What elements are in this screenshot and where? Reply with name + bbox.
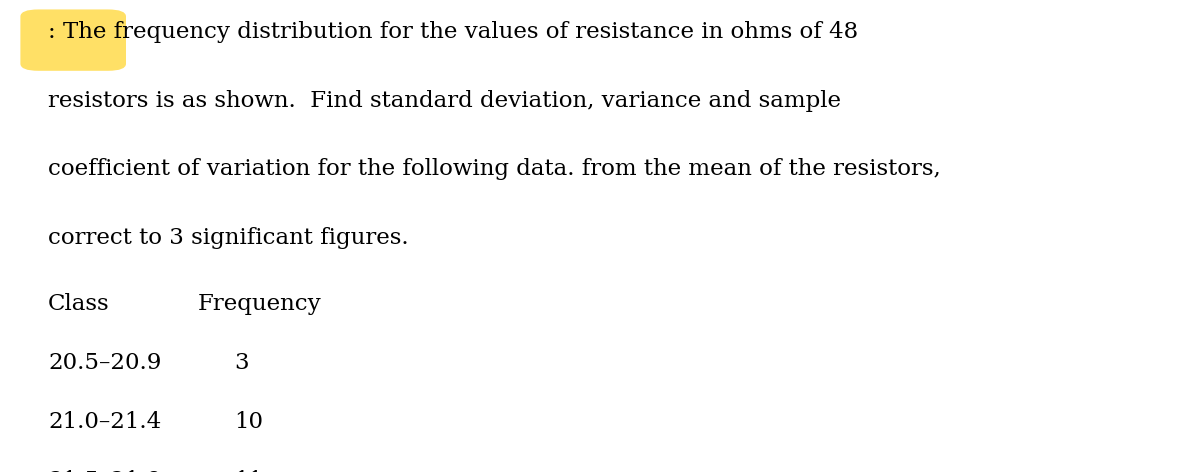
Text: Class: Class — [48, 293, 109, 315]
Text: resistors is as shown.  Find standard deviation, variance and sample: resistors is as shown. Find standard dev… — [48, 90, 841, 112]
Text: 10: 10 — [234, 411, 263, 433]
Text: 3: 3 — [234, 352, 248, 374]
Text: : The frequency distribution for the values of resistance in ohms of 48: : The frequency distribution for the val… — [48, 21, 858, 43]
Text: 21.5–21.9: 21.5–21.9 — [48, 470, 161, 472]
Text: coefficient of variation for the following data. from the mean of the resistors,: coefficient of variation for the followi… — [48, 158, 941, 180]
FancyBboxPatch shape — [20, 9, 126, 71]
Text: correct to 3 significant figures.: correct to 3 significant figures. — [48, 227, 409, 249]
Text: 11: 11 — [234, 470, 263, 472]
Text: 20.5–20.9: 20.5–20.9 — [48, 352, 161, 374]
Text: Frequency: Frequency — [198, 293, 322, 315]
Text: 21.0–21.4: 21.0–21.4 — [48, 411, 161, 433]
